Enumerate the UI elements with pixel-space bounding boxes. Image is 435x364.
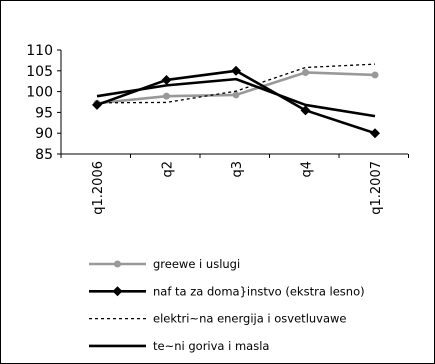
x-category-label: q1.2007 [369,161,384,215]
series-line-4 [96,77,376,118]
x-category-label: q1.2006 [91,161,106,215]
chart-legend: greewe i uslugi naf ta za doma}instvo (ek… [89,257,365,353]
x-category-label: q4 [300,161,315,178]
legend-item: naf ta za doma}instvo (ekstra lesno) [89,284,365,298]
y-tick-label: 95 [35,105,53,121]
chart-axes: 85 90 95 100 105 110 q1.2006 q2 q3 q4 q1.2007 [26,43,409,215]
legend-label: greewe i uslugi [153,257,240,271]
legend-item: greewe i uslugi [89,257,240,271]
data-point [371,71,379,79]
data-point [232,91,240,99]
chart-series-layer [92,63,380,139]
data-point [302,68,309,76]
legend-label: elektri~na energija i osvetluvawe [153,312,347,326]
y-tick-label: 100 [26,85,53,101]
data-point [92,99,102,110]
data-point [370,128,380,139]
y-tick-label: 90 [35,126,53,142]
legend-marker [112,286,123,297]
data-point [163,92,170,100]
x-category-label: q3 [230,161,245,178]
legend-item: elektri~na energija i osvetluvawe [89,312,347,326]
legend-label: te~ni goriva i masla [153,339,269,353]
series-line-1 [96,71,376,105]
data-point [161,74,172,85]
series-line-3 [96,63,376,104]
legend-item: te~ni goriva i masla [89,339,269,353]
data-point [300,105,311,116]
y-tick-label: 105 [26,64,53,80]
data-point [231,65,241,76]
y-tick-label: 110 [26,43,53,59]
legend-marker [114,260,121,268]
x-category-label: q2 [161,161,176,178]
y-tick-label: 85 [35,147,53,163]
legend-label: naf ta za doma}instvo (ekstra lesno) [153,284,365,298]
